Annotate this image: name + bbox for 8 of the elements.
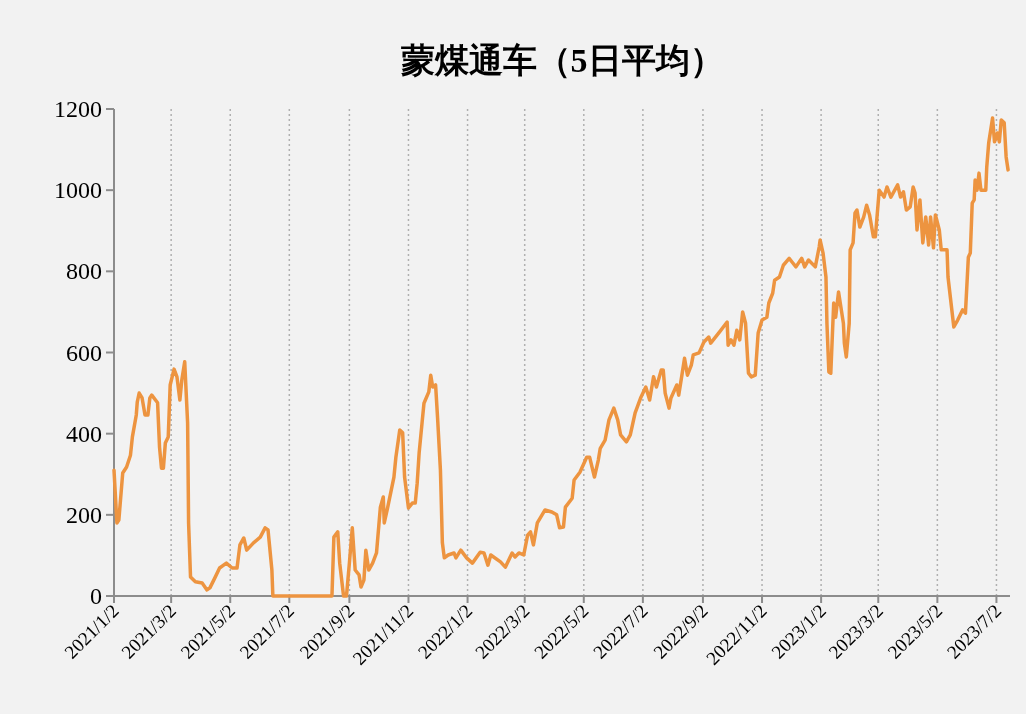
chart-title: 蒙煤通车（5日平均） (400, 42, 724, 79)
y-tick-label: 600 (66, 339, 102, 366)
y-tick-label: 800 (66, 258, 102, 285)
y-tick-label: 200 (66, 501, 102, 528)
y-tick-label: 400 (66, 420, 102, 447)
y-tick-label: 1200 (54, 96, 102, 122)
y-tick-label: 1000 (54, 177, 102, 204)
y-tick-label: 0 (90, 583, 102, 609)
